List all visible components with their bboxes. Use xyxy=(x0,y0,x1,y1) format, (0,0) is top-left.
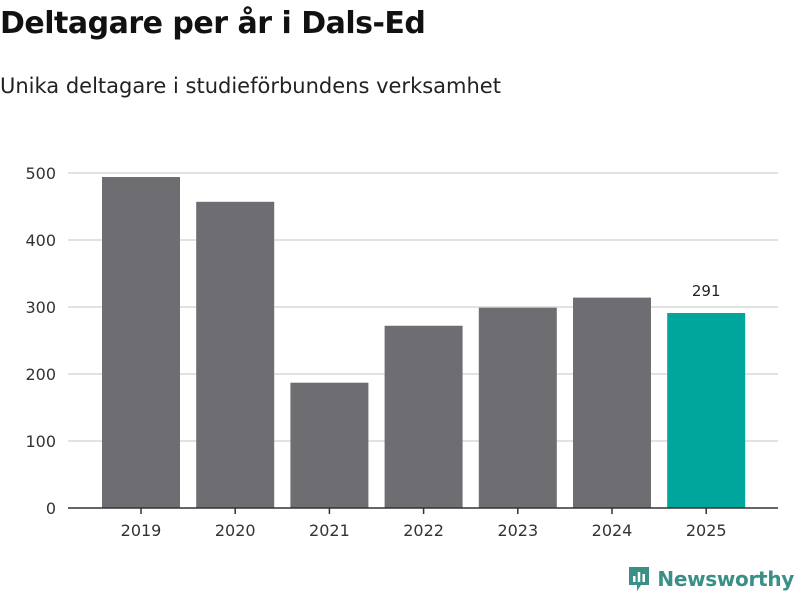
bar xyxy=(102,177,180,508)
x-tick-label: 2022 xyxy=(403,521,444,540)
x-tick-label: 2021 xyxy=(309,521,350,540)
bar xyxy=(196,201,275,508)
x-tick-label: 2019 xyxy=(121,521,162,540)
bar xyxy=(384,325,463,508)
y-tick-label: 0 xyxy=(46,499,56,518)
bar xyxy=(290,382,369,508)
newsworthy-logo-icon xyxy=(629,567,650,591)
x-tick-label: 2023 xyxy=(497,521,538,540)
bar xyxy=(478,307,557,508)
chart-title: Deltagare per år i Dals-Ed xyxy=(0,6,426,41)
y-tick-label: 500 xyxy=(25,164,56,183)
brand-name: Newsworthy xyxy=(657,567,794,591)
chart-subtitle: Unika deltagare i studieförbundens verks… xyxy=(0,74,501,98)
bar xyxy=(667,313,746,508)
y-tick-label: 300 xyxy=(25,298,56,317)
y-tick-label: 100 xyxy=(25,432,56,451)
x-tick-label: 2020 xyxy=(215,521,256,540)
brand-logo: Newsworthy xyxy=(627,564,794,594)
x-tick-label: 2025 xyxy=(686,521,727,540)
y-tick-label: 200 xyxy=(25,365,56,384)
bar xyxy=(573,297,651,508)
y-tick-label: 400 xyxy=(25,231,56,250)
data-label: 291 xyxy=(692,282,721,300)
bar-chart: 0 100 200 300 400 500 2019 2020 2021 2022 2023 2024… xyxy=(25,164,778,540)
x-tick-label: 2024 xyxy=(592,521,633,540)
